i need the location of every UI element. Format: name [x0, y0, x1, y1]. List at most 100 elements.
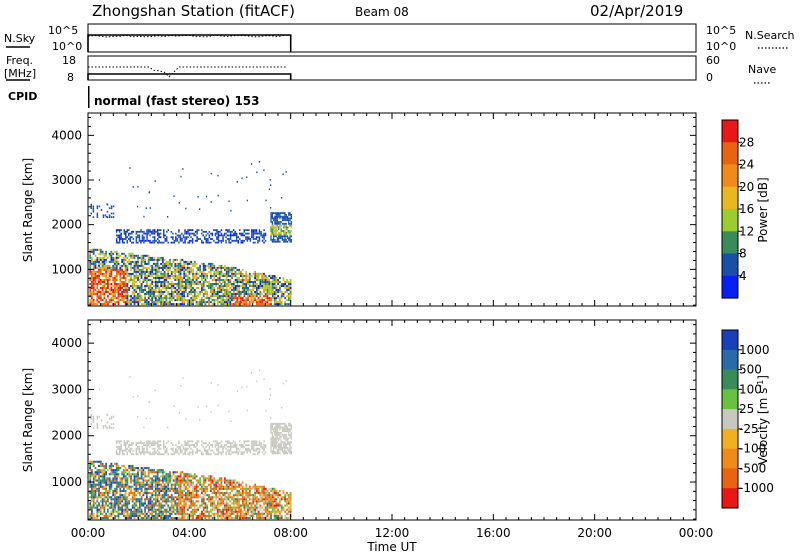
heatmap-cell: [242, 451, 244, 454]
heatmap-cell: [160, 471, 162, 474]
heatmap-cell: [278, 231, 280, 234]
heatmap-cell: [137, 500, 139, 503]
heatmap-cell: [98, 504, 100, 507]
heatmap-cell: [112, 464, 115, 467]
heatmap-cell: [241, 510, 244, 513]
heatmap-cell: [89, 270, 92, 273]
heatmap-cell: [115, 464, 118, 467]
heatmap-cell: [225, 277, 228, 279]
heatmap-cell: [105, 514, 107, 517]
heatmap-cell: [160, 487, 162, 490]
heatmap-cell: [234, 293, 237, 295]
heatmap-cell: [213, 239, 215, 242]
heatmap-cell: [160, 277, 162, 279]
heatmap-cell: [227, 502, 230, 505]
heatmap-cell: [185, 260, 187, 263]
heatmap-cell: [284, 498, 287, 501]
heatmap-cell: [289, 492, 292, 495]
heatmap-cell: [133, 268, 136, 271]
heatmap-cell: [245, 483, 248, 486]
heatmap-cell: [225, 303, 228, 306]
heatmap-cell: [238, 285, 240, 287]
heatmap-cell: [255, 238, 258, 240]
heatmap-cell: [270, 443, 272, 445]
heatmap-cell: [220, 289, 223, 291]
heatmap-cell: [156, 487, 159, 490]
heatmap-cell: [268, 502, 271, 505]
heatmap-cell: [187, 232, 189, 235]
heatmap-cell: [138, 289, 141, 291]
nave-label: Nave: [748, 63, 776, 76]
heatmap-cell: [110, 275, 113, 277]
heatmap-cell: [144, 514, 146, 517]
heatmap-cell: [225, 500, 228, 503]
heatmap-cell: [140, 285, 143, 287]
heatmap-cell: [236, 283, 239, 285]
heatmap-cell: [271, 487, 274, 490]
heatmap-cell: [185, 473, 187, 476]
heatmap-cell: [216, 283, 219, 285]
heatmap-cell: [192, 502, 194, 505]
heatmap-cell: [149, 508, 152, 511]
heatmap-cell: [222, 487, 225, 490]
heatmap-cell: [107, 281, 109, 283]
heatmap-cell: [268, 299, 271, 302]
heatmap-cell: [96, 301, 99, 304]
heatmap-cell: [170, 291, 173, 293]
heatmap-cell: [254, 510, 256, 513]
heatmap-cell: [288, 212, 290, 214]
heatmap-cell: [202, 487, 205, 490]
heatmap-cell: [156, 471, 159, 474]
heatmap-cell: [167, 264, 170, 267]
heatmap-cell: [158, 506, 161, 509]
heatmap-cell: [110, 289, 113, 291]
heatmap-cell: [117, 485, 120, 488]
heatmap-cell: [154, 502, 157, 505]
heatmap-cell: [119, 289, 122, 291]
heatmap-cell: [177, 517, 180, 520]
heatmap-cell: [108, 481, 111, 484]
heatmap-cell: [146, 266, 148, 269]
heatmap-cell: [144, 277, 146, 279]
heatmap-cell: [140, 510, 143, 513]
heatmap-cell: [243, 287, 246, 289]
heatmap-cell: [247, 283, 249, 285]
heatmap-cell: [112, 291, 115, 293]
heatmap-cell: [117, 241, 119, 244]
heatmap-cell: [250, 487, 253, 490]
heatmap-cell: [154, 489, 157, 492]
heatmap-cell: [101, 250, 104, 253]
heatmap-cell: [129, 239, 131, 242]
heatmap-cell: [92, 285, 95, 287]
heatmap-cell: [284, 215, 286, 218]
heatmap-cell: [202, 230, 204, 233]
heatmap-cell: [110, 473, 113, 476]
heatmap-cell: [268, 510, 271, 513]
heatmap-cell: [144, 475, 146, 478]
heatmap-cell: [151, 469, 154, 472]
heatmap-cell: [186, 487, 189, 490]
heatmap-cell: [222, 238, 224, 240]
heatmap-cell: [96, 275, 99, 277]
heatmap-cell: [268, 279, 271, 281]
heatmap-cell: [271, 508, 274, 511]
heatmap-cell: [275, 291, 278, 293]
heatmap-cell: [202, 281, 205, 283]
heatmap-cell: [121, 479, 123, 482]
heatmap-cell: [232, 445, 235, 448]
heatmap-cell: [124, 277, 127, 279]
heatmap-cell: [147, 475, 150, 478]
heatmap-cell: [254, 440, 256, 443]
heatmap-cell: [123, 230, 125, 233]
heatmap-cell: [123, 469, 125, 472]
heatmap-cell: [96, 510, 99, 513]
heatmap-cell: [213, 279, 216, 281]
heatmap-cell: [124, 258, 127, 261]
colorbar-swatch: [722, 186, 738, 210]
heatmap-cell: [107, 508, 109, 511]
heatmap-cell: [196, 449, 198, 452]
heatmap-cell: [149, 498, 152, 501]
heatmap-cell: [270, 498, 272, 501]
heatmap-cell: [273, 287, 276, 289]
heatmap-cell: [126, 230, 128, 233]
